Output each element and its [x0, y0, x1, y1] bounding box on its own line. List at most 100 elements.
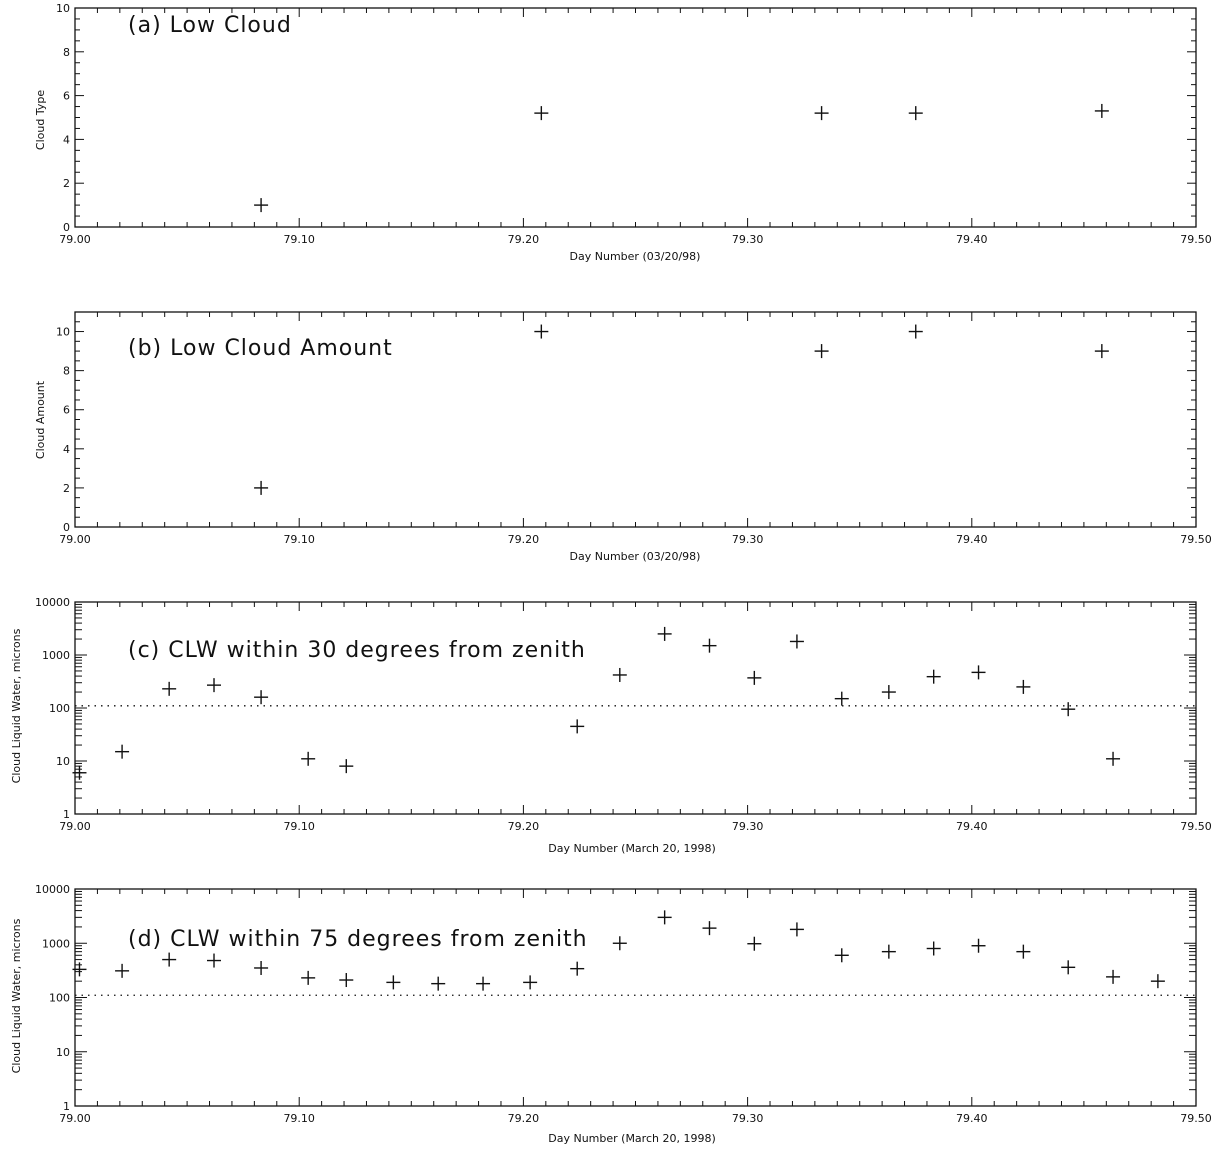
- data-point: [523, 975, 538, 990]
- marks-c: [72, 626, 1121, 780]
- grid-ticks-b: [74, 311, 1197, 528]
- data-point: [908, 106, 923, 121]
- data-point: [72, 962, 87, 977]
- x-tick-label: 79.20: [508, 233, 540, 246]
- plot-frame-a: [74, 7, 1197, 228]
- data-point: [1094, 344, 1109, 359]
- data-point: [570, 961, 585, 976]
- data-point: [162, 681, 177, 696]
- y-tick-label: 4: [63, 133, 70, 146]
- data-point: [702, 638, 717, 653]
- data-point: [971, 938, 986, 953]
- y-tick-label: 10: [56, 2, 70, 15]
- marks-d: [72, 910, 1165, 991]
- data-point: [72, 765, 87, 780]
- data-point: [1106, 751, 1121, 766]
- x-tick-labels-a: 79.00 79.10 79.20 79.30 79.40 79.50: [59, 233, 1212, 246]
- y-tick-label: 0: [63, 221, 70, 234]
- y-tick-label: 100: [49, 702, 70, 715]
- x-tick-label: 79.40: [956, 233, 988, 246]
- x-tick-label: 79.50: [1180, 533, 1212, 546]
- x-axis-title-a: Day Number (03/20/98): [570, 250, 701, 263]
- y-tick-label: 10: [56, 1046, 70, 1059]
- x-tick-labels-b: 79.00 79.10 79.20 79.30 79.40 79.50: [59, 533, 1212, 546]
- panel-title-c: (c) CLW within 30 degrees from zenith: [128, 638, 586, 663]
- y-tick-label: 10000: [35, 883, 70, 896]
- x-tick-label: 79.30: [732, 533, 764, 546]
- x-tick-label: 79.10: [283, 533, 315, 546]
- data-point: [1106, 969, 1121, 984]
- x-tick-label: 79.10: [283, 233, 315, 246]
- x-tick-label: 79.10: [283, 1112, 315, 1125]
- y-tick-labels-d: 1 10 100 1000 10000: [35, 883, 70, 1113]
- data-point: [254, 198, 269, 213]
- y-axis-title-d: Cloud Liquid Water, microns: [10, 918, 23, 1073]
- data-point: [926, 941, 941, 956]
- y-tick-label: 10: [56, 326, 70, 339]
- x-tick-label: 79.50: [1180, 820, 1212, 833]
- x-tick-label: 79.40: [956, 820, 988, 833]
- x-tick-label: 79.50: [1180, 1112, 1212, 1125]
- panel-c: 79.00 79.10 79.20 79.30 79.40 79.50 1 10 100 100…: [10, 596, 1212, 855]
- y-axis-title-c: Cloud Liquid Water, microns: [10, 628, 23, 783]
- data-point: [971, 665, 986, 680]
- data-point: [1016, 944, 1031, 959]
- grid-ticks-a: [74, 7, 1197, 228]
- y-tick-label: 6: [63, 90, 70, 103]
- y-tick-labels-b: 0 2 4 6 8 10: [56, 326, 70, 534]
- data-point: [254, 690, 269, 705]
- x-axis-title-c: Day Number (March 20, 1998): [548, 842, 716, 855]
- x-tick-label: 79.00: [59, 533, 91, 546]
- data-point: [476, 976, 491, 991]
- data-point: [702, 921, 717, 936]
- x-axis-title-b: Day Number (03/20/98): [570, 550, 701, 563]
- y-tick-label: 8: [63, 46, 70, 59]
- x-tick-label: 79.20: [508, 820, 540, 833]
- y-axis-title-b: Cloud Amount: [34, 380, 47, 459]
- data-point: [612, 936, 627, 951]
- x-tick-label: 79.10: [283, 820, 315, 833]
- data-point: [926, 669, 941, 684]
- y-tick-label: 10: [56, 755, 70, 768]
- panel-title-a: (a) Low Cloud: [128, 13, 292, 38]
- x-tick-label: 79.30: [732, 820, 764, 833]
- x-tick-labels-c: 79.00 79.10 79.20 79.30 79.40 79.50: [59, 820, 1212, 833]
- y-tick-labels-a: 0 2 4 6 8 10: [56, 2, 70, 234]
- x-tick-label: 79.40: [956, 533, 988, 546]
- panel-title-d: (d) CLW within 75 degrees from zenith: [128, 927, 588, 952]
- data-point: [1094, 103, 1109, 118]
- y-axis-title-a: Cloud Type: [34, 90, 47, 150]
- grid-ticks-d: [74, 888, 1197, 1107]
- y-tick-label: 6: [63, 404, 70, 417]
- data-point: [207, 953, 222, 968]
- plot-frame-c: [74, 601, 1197, 815]
- y-tick-label: 0: [63, 521, 70, 534]
- data-point: [431, 976, 446, 991]
- y-tick-label: 4: [63, 443, 70, 456]
- data-point: [1016, 679, 1031, 694]
- data-point: [881, 685, 896, 700]
- panel-a: 79.00 79.10 79.20 79.30 79.40 79.50 0 2 4 6 8 10 (…: [34, 2, 1212, 263]
- data-point: [789, 922, 804, 937]
- data-point: [814, 106, 829, 121]
- data-point: [570, 719, 585, 734]
- data-point: [834, 691, 849, 706]
- y-tick-labels-c: 1 10 100 1000 10000: [35, 596, 70, 821]
- data-point: [207, 678, 222, 693]
- y-tick-label: 1: [63, 808, 70, 821]
- data-point: [386, 975, 401, 990]
- data-point: [881, 944, 896, 959]
- data-point: [301, 751, 316, 766]
- panel-title-b: (b) Low Cloud Amount: [128, 336, 393, 361]
- y-tick-label: 10000: [35, 596, 70, 609]
- x-tick-label: 79.20: [508, 1112, 540, 1125]
- x-axis-title-d: Day Number (March 20, 1998): [548, 1132, 716, 1145]
- y-tick-label: 100: [49, 992, 70, 1005]
- data-point: [657, 910, 672, 925]
- data-point: [747, 670, 762, 685]
- marks-a: [254, 103, 1109, 213]
- x-tick-label: 79.00: [59, 1112, 91, 1125]
- x-tick-labels-d: 79.00 79.10 79.20 79.30 79.40 79.50: [59, 1112, 1212, 1125]
- data-point: [115, 963, 130, 978]
